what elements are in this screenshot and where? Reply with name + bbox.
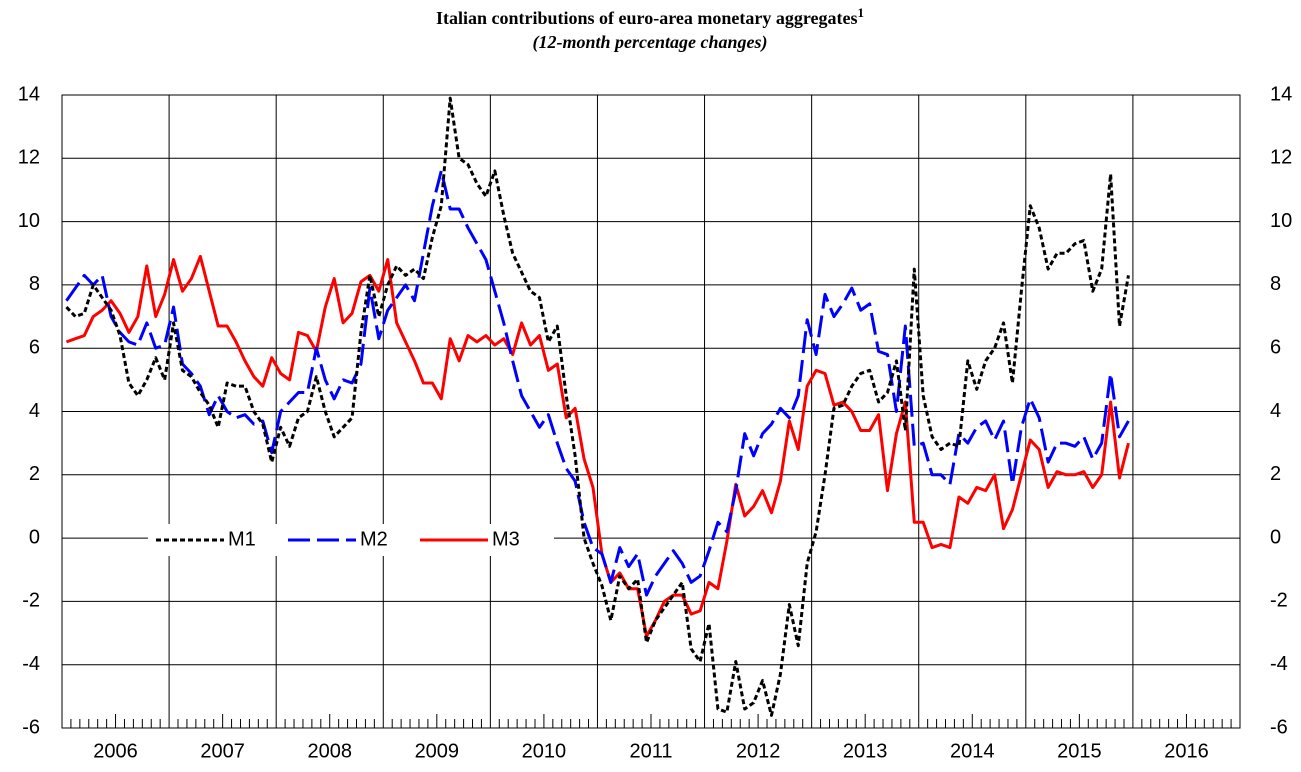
x-tick-label: 2013 xyxy=(843,740,888,762)
y-tick-label: 6 xyxy=(29,336,40,358)
series-line xyxy=(65,254,1130,638)
y2-tick-label: 12 xyxy=(1270,147,1292,169)
lines xyxy=(65,96,1130,717)
y-tick-label: 0 xyxy=(29,526,40,548)
x-tick-label: 2011 xyxy=(629,740,672,762)
y-tick-label: -6 xyxy=(22,716,40,738)
y-tick-label: -2 xyxy=(22,590,40,612)
x-tick-label: 2015 xyxy=(1057,740,1102,762)
plot-frame xyxy=(61,94,1241,729)
x-tick-label: 2012 xyxy=(736,740,781,762)
legend-label: M3 xyxy=(492,528,520,550)
y2-tick-label: 0 xyxy=(1270,526,1281,548)
footnote-marker: 1 xyxy=(857,5,864,20)
series-line xyxy=(65,96,1130,717)
y2-tick-label: -2 xyxy=(1270,590,1288,612)
legend-label: M2 xyxy=(360,528,388,550)
x-tick-label: 2008 xyxy=(307,740,352,762)
x-tick-label: 2016 xyxy=(1164,740,1209,762)
y2-tick-label: 4 xyxy=(1270,400,1281,422)
y-tick-label: 12 xyxy=(18,147,40,169)
y2-tick-label: -6 xyxy=(1270,716,1288,738)
x-tick-label: 2009 xyxy=(415,740,460,762)
chart-title: Italian contributions of euro-area monet… xyxy=(436,5,864,28)
x-tick-label: 2007 xyxy=(200,740,245,762)
x-tick-label: 2010 xyxy=(522,740,567,762)
x-tick-label: 2006 xyxy=(93,740,138,762)
y-tick-label: 8 xyxy=(29,273,40,295)
y-tick-label: 4 xyxy=(29,400,40,422)
y-tick-label: 14 xyxy=(18,83,40,105)
y2-tick-label: -4 xyxy=(1270,653,1288,675)
y2-tick-label: 10 xyxy=(1270,210,1292,232)
y2-tick-label: 6 xyxy=(1270,336,1281,358)
axes: -6 -4 -2 0 2 4 6 8 10 12 14 -6 -4 -2 0 2 4 6 8 10 12 14 2006 20… xyxy=(18,83,1293,762)
y-tick-label: 2 xyxy=(29,463,40,485)
grid xyxy=(62,94,1240,729)
title-text: Italian contributions of euro-area monet… xyxy=(436,8,857,28)
series-line xyxy=(65,169,1130,597)
y2-tick-label: 2 xyxy=(1270,463,1281,485)
chart-subtitle: (12-month percentage changes) xyxy=(533,32,768,53)
legend-label: M1 xyxy=(228,528,256,550)
y-tick-label: 10 xyxy=(18,210,40,232)
y2-tick-label: 14 xyxy=(1270,83,1292,105)
y2-tick-label: 8 xyxy=(1270,273,1281,295)
y-tick-label: -4 xyxy=(22,653,40,675)
x-tick-label: 2014 xyxy=(950,740,995,762)
